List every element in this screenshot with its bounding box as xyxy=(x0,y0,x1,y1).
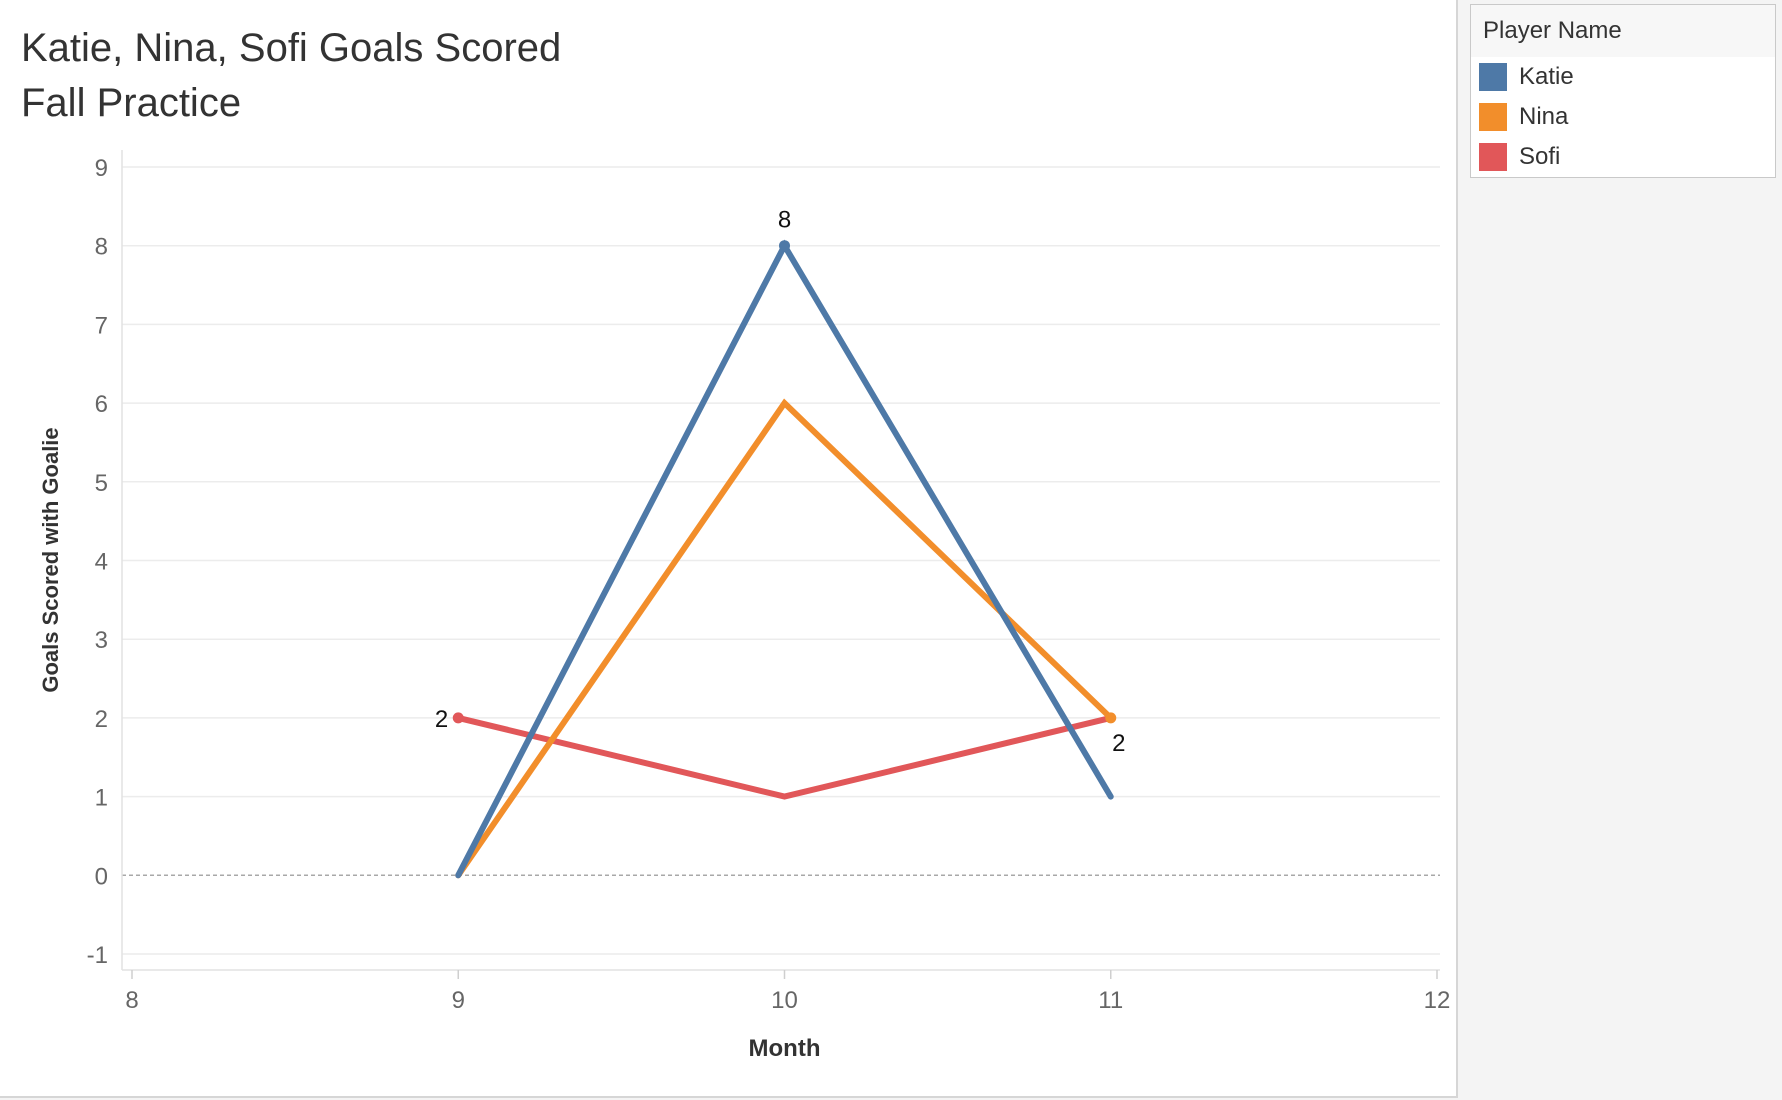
legend: Player Name Katie Nina Sofi xyxy=(1470,4,1776,178)
y-tick-label: 8 xyxy=(95,234,108,261)
y-tick-label: 5 xyxy=(95,470,108,497)
chart-title-line-2: Fall Practice xyxy=(21,81,242,125)
y-tick-label: 7 xyxy=(95,312,108,339)
series-line-sofi xyxy=(455,714,1114,800)
data-point-sofi xyxy=(452,712,464,724)
y-tick-label: -1 xyxy=(87,942,108,969)
y-tick-label: 3 xyxy=(95,627,108,654)
y-tick-label: 2 xyxy=(95,706,108,733)
x-tick-label: 10 xyxy=(771,987,798,1014)
legend-swatch-katie xyxy=(1479,63,1507,91)
y-tick-label: 9 xyxy=(95,155,108,182)
x-tick-label: 12 xyxy=(1424,987,1451,1014)
x-tick-label: 8 xyxy=(125,987,138,1014)
y-tick-label: 4 xyxy=(95,549,108,576)
legend-item-nina[interactable]: Nina xyxy=(1471,97,1775,137)
data-label-katie: 8 xyxy=(778,207,791,234)
x-tick-label: 9 xyxy=(452,987,465,1014)
legend-label-sofi: Sofi xyxy=(1519,143,1561,170)
x-tick-label: 11 xyxy=(1098,987,1123,1014)
y-tick-label: 6 xyxy=(95,391,108,418)
legend-item-katie[interactable]: Katie xyxy=(1471,57,1775,97)
chart-title-line-1: Katie, Nina, Sofi Goals Scored xyxy=(21,26,562,70)
legend-swatch-nina xyxy=(1479,103,1507,131)
y-axis-title: Goals Scored with Goalie xyxy=(38,427,63,692)
data-label-nina: 2 xyxy=(1112,730,1125,757)
chart-panel: Katie, Nina, Sofi Goals Scored Fall Prac… xyxy=(0,0,1458,1098)
legend-item-sofi[interactable]: Sofi xyxy=(1471,137,1775,177)
data-label-sofi: 2 xyxy=(435,706,448,733)
data-point-katie xyxy=(779,240,790,252)
legend-label-katie: Katie xyxy=(1519,63,1574,90)
x-axis-title: Month xyxy=(749,1035,821,1062)
y-tick-label: 1 xyxy=(95,785,108,812)
data-point-nina xyxy=(1105,712,1117,724)
legend-swatch-sofi xyxy=(1479,143,1507,171)
legend-label-nina: Nina xyxy=(1519,103,1569,130)
y-tick-label: 0 xyxy=(95,863,108,890)
legend-title: Player Name xyxy=(1471,5,1775,57)
